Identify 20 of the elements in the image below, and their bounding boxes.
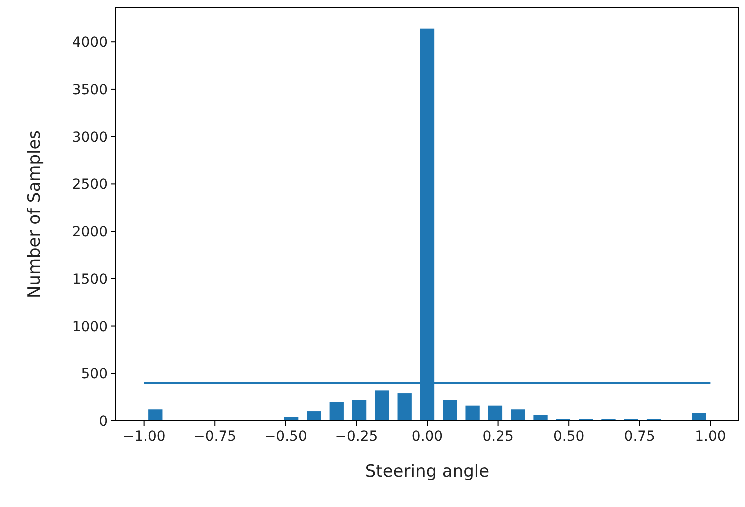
x-tick-label: −0.50 — [264, 429, 308, 445]
x-tick-label: 0.75 — [624, 429, 656, 445]
y-tick-label: 4000 — [72, 35, 108, 52]
y-tick-label: 0 — [99, 414, 108, 430]
x-tick-label: 0.00 — [412, 429, 444, 445]
x-tick-label: −0.25 — [335, 429, 378, 445]
y-tick-label: 500 — [81, 366, 108, 383]
y-tick-label: 2500 — [72, 177, 108, 194]
x-tick-label: −1.00 — [122, 429, 166, 445]
x-tick-label: −0.75 — [194, 429, 237, 445]
x-tick-label: 0.25 — [482, 429, 514, 445]
y-axis-title: Number of Samples — [25, 130, 45, 299]
y-tick-label: 3000 — [72, 130, 108, 146]
y-tick-label: 1500 — [72, 272, 108, 288]
y-tick-label: 1000 — [72, 319, 108, 336]
x-tick-label: 1.00 — [695, 429, 726, 445]
y-tick-label: 3500 — [72, 82, 108, 98]
y-tick-label: 2000 — [72, 224, 108, 241]
x-tick-label: 0.50 — [554, 429, 585, 445]
x-axis-title: Steering angle — [365, 462, 490, 482]
